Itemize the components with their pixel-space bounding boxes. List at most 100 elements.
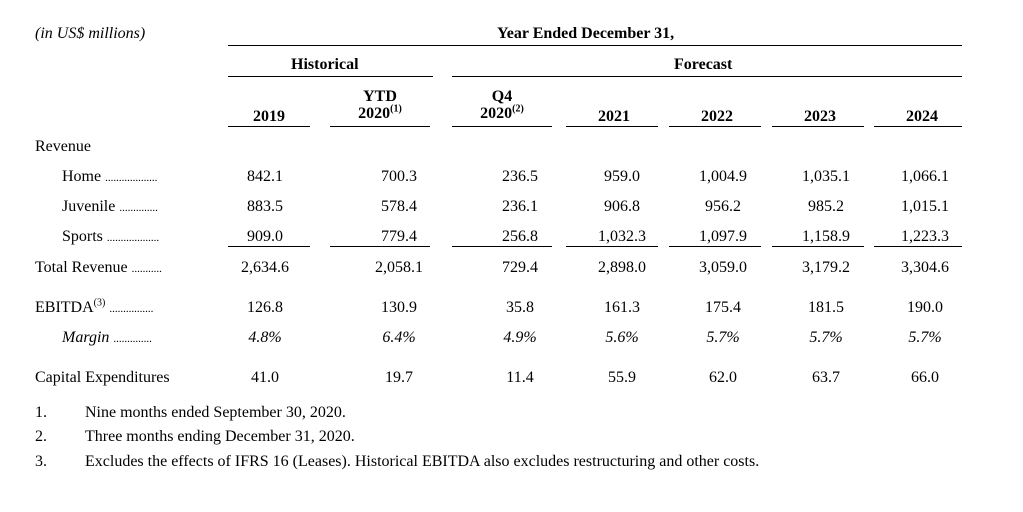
col-header-label: 2020 (358, 105, 391, 122)
table-cell: 1,004.9 (699, 168, 747, 185)
table-cell: 19.7 (385, 369, 413, 386)
table-cell: 41.0 (251, 369, 279, 386)
col-header-label: 2019 (253, 108, 285, 125)
table-cell: 11.4 (506, 369, 534, 386)
footnote-3-text: Excludes the effects of IFRS 16 (Leases)… (85, 453, 760, 470)
table-cell: 729.4 (502, 259, 538, 276)
col-header-q4-label: Q4 (491, 88, 513, 105)
period-header: Year Ended December 31, (497, 25, 675, 42)
col-header-rule (874, 126, 962, 127)
table-cell: 1,066.1 (901, 168, 949, 185)
row-label-text: Juvenile (62, 198, 116, 215)
period-rule (228, 45, 962, 46)
row-label-home: Home ................... (62, 168, 157, 186)
footnote-3-num: 3. (35, 453, 47, 470)
subtotal-rule (330, 246, 430, 247)
table-cell: 55.9 (608, 369, 636, 386)
leader-dots: ................... (105, 172, 158, 184)
subtotal-rule (228, 246, 310, 247)
historical-rule (228, 76, 433, 77)
table-cell: 2,058.1 (375, 259, 423, 276)
table-cell: 3,179.2 (802, 259, 850, 276)
table-cell: 5.7% (706, 329, 740, 346)
table-cell: 842.1 (247, 168, 283, 185)
leader-dots: .............. (113, 333, 152, 345)
leader-dots: ................ (109, 303, 154, 315)
table-cell: 909.0 (247, 228, 283, 245)
col-header-2019: 2019 (238, 108, 300, 126)
col-header-rule (228, 126, 310, 127)
footnote-ref: (1) (390, 103, 402, 115)
table-cell: 1,097.9 (699, 228, 747, 245)
table-cell: 5.6% (605, 329, 639, 346)
col-header-rule (452, 126, 552, 127)
col-header-2022: 2022 (701, 108, 733, 125)
revenue-title: Revenue (35, 138, 91, 155)
row-label-sports: Sports ................... (62, 228, 159, 246)
table-cell: 883.5 (247, 198, 283, 215)
leader-dots: ........... (131, 263, 162, 275)
table-cell: 956.2 (705, 198, 741, 215)
table-cell: 236.5 (502, 168, 538, 185)
row-label-total-revenue: Total Revenue ........... (35, 259, 162, 277)
table-cell: 236.1 (502, 198, 538, 215)
footnote-1-num: 1. (35, 404, 47, 421)
table-cell: 6.4% (382, 329, 416, 346)
subtotal-rule (772, 246, 864, 247)
row-label-text: Margin (62, 329, 110, 346)
table-cell: 1,223.3 (901, 228, 949, 245)
subtotal-rule (452, 246, 552, 247)
col-header-rule (566, 126, 658, 127)
table-cell: 5.7% (908, 329, 942, 346)
row-label-text: Home (62, 168, 102, 185)
table-cell: 779.4 (381, 228, 417, 245)
footnote-2-text: Three months ending December 31, 2020. (85, 428, 355, 445)
historical-header: Historical (291, 56, 359, 73)
table-cell: 62.0 (709, 369, 737, 386)
footnote-ref: (2) (512, 103, 524, 115)
table-cell: 985.2 (808, 198, 844, 215)
table-cell: 1,032.3 (598, 228, 646, 245)
table-cell: 63.7 (812, 369, 840, 386)
table-cell: 3,059.0 (699, 259, 747, 276)
table-cell: 35.8 (506, 299, 534, 316)
table-cell: 2,634.6 (241, 259, 289, 276)
footnote-2-num: 2. (35, 428, 47, 445)
footnote-1-text: Nine months ended September 30, 2020. (85, 404, 346, 421)
row-label-text: EBITDA (35, 299, 94, 316)
subtotal-rule (669, 246, 761, 247)
footnote-ref: (3) (93, 297, 106, 309)
row-label-text: Sports (62, 228, 103, 245)
table-cell: 906.8 (604, 198, 640, 215)
table-cell: 190.0 (907, 299, 943, 316)
table-cell: 5.7% (809, 329, 843, 346)
col-header-rule (772, 126, 864, 127)
table-cell: 256.8 (502, 228, 538, 245)
subtotal-rule (874, 246, 962, 247)
forecast-header: Forecast (674, 56, 733, 73)
col-header-2024: 2024 (906, 108, 938, 125)
table-cell: 181.5 (808, 299, 844, 316)
col-header-ytd2020: 2020(1) (340, 103, 420, 123)
table-cell: 1,015.1 (901, 198, 949, 215)
table-cell: 126.8 (247, 299, 283, 316)
leader-dots: ................... (106, 232, 160, 244)
col-header-ytd-label: YTD (363, 88, 397, 105)
table-cell: 130.9 (381, 299, 417, 316)
col-header-2021: 2021 (598, 108, 630, 125)
row-label-margin: Margin .............. (62, 329, 152, 347)
col-header-label: 2020 (480, 105, 513, 122)
row-label-text: Capital Expenditures (35, 369, 170, 386)
unit-note: (in US$ millions) (35, 25, 146, 42)
table-cell: 578.4 (381, 198, 417, 215)
leader-dots: .............. (119, 202, 158, 214)
table-cell: 1,158.9 (802, 228, 850, 245)
table-cell: 1,035.1 (802, 168, 850, 185)
row-label-ebitda: EBITDA(3) ................ (35, 297, 154, 317)
forecast-rule (452, 76, 962, 77)
table-cell: 959.0 (604, 168, 640, 185)
table-cell: 4.8% (248, 329, 282, 346)
table-cell: 700.3 (381, 168, 417, 185)
col-header-rule (330, 126, 430, 127)
table-cell: 66.0 (911, 369, 939, 386)
